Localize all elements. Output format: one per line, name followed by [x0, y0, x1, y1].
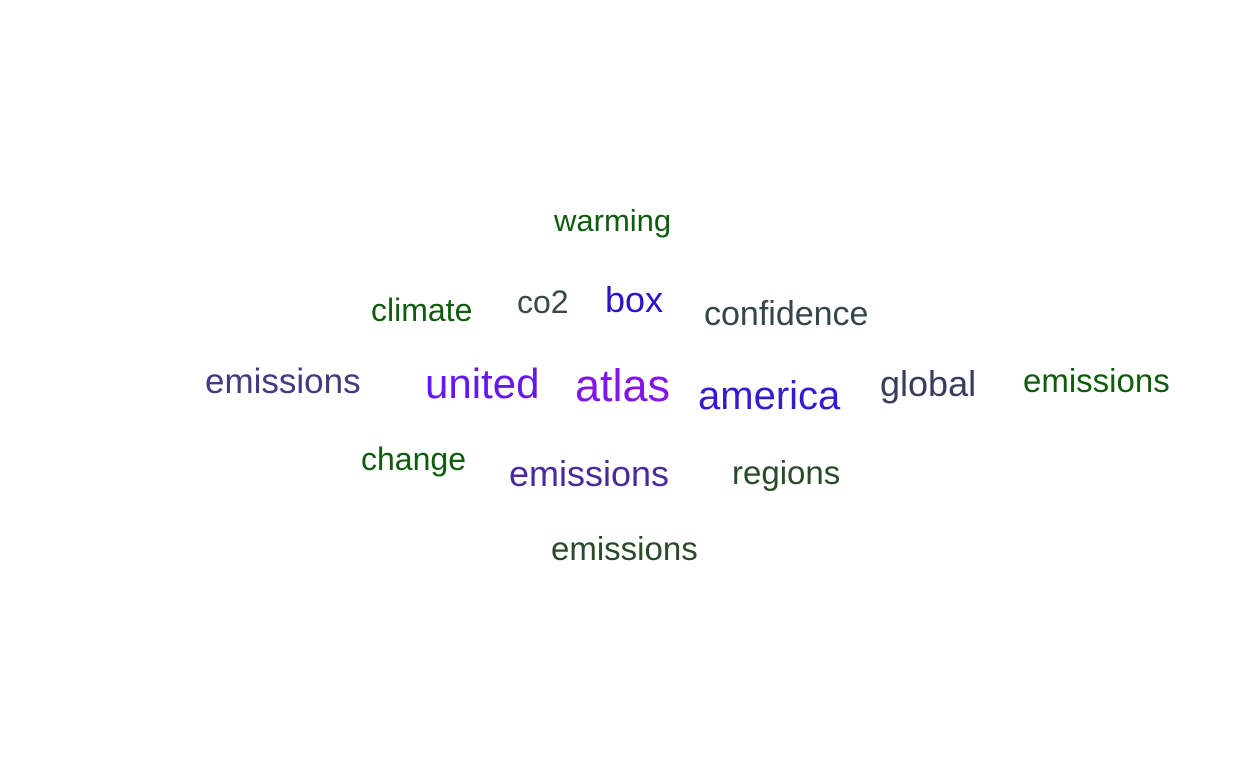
word-box: box [605, 279, 664, 320]
word-co2: co2 [517, 284, 569, 320]
word-united: united [425, 360, 540, 407]
word-emissions: emissions [509, 453, 670, 494]
word-regions: regions [732, 454, 841, 491]
word-atlas: atlas [575, 360, 671, 411]
word-emissions: emissions [551, 530, 698, 567]
word-america: america [698, 374, 841, 418]
word-global: global [880, 363, 977, 404]
word-emissions: emissions [1023, 362, 1170, 399]
word-climate: climate [371, 292, 473, 328]
word-confidence: confidence [704, 295, 869, 333]
word-change: change [361, 441, 466, 477]
word-warming: warming [554, 203, 672, 238]
word-emissions: emissions [205, 362, 361, 401]
